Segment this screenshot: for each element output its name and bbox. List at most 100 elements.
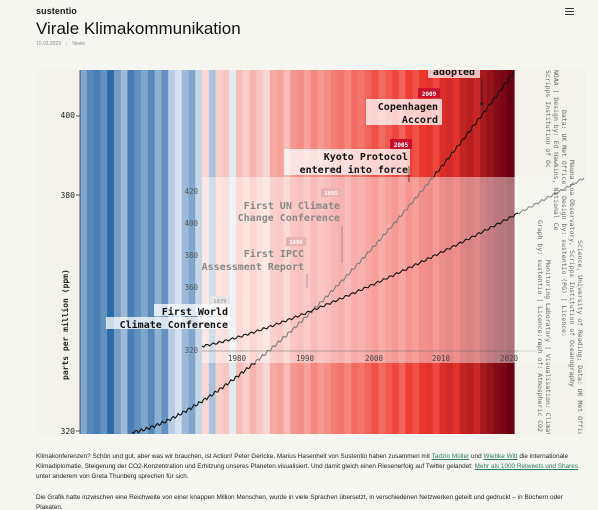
warming-stripe [249,70,257,434]
article-meta: 10.03.2023 | News [36,41,85,47]
svg-text:Accord: Accord [402,115,438,126]
svg-text:First World: First World [162,306,228,318]
inset-x-ticks: 1980 1990 2000 2010 2020 [228,354,519,363]
svg-text:2009: 2009 [422,91,437,98]
credit-line-3: NOAA | Design by: Ed Hawkins, National C… [552,70,560,231]
link-wiebke-witt[interactable]: Wiebke Witt [483,453,518,460]
warming-stripes [80,70,515,434]
warming-stripe [215,70,224,434]
warming-stripe [486,70,495,434]
warming-stripe [290,70,298,434]
warming-stripe [263,70,271,434]
svg-text:Copenhagen: Copenhagen [378,102,438,113]
article-paragraph-2: Die Grafik hatte inzwischen eine Reichwe… [36,494,563,510]
warming-stripe [378,70,386,434]
credit-line-5: Mauna Loa Observatory, Scripps Instituti… [568,160,576,387]
warming-stripe [493,70,502,434]
warming-stripe [188,70,196,434]
warming-stripe [432,70,441,434]
warming-stripe [269,70,278,434]
y-tick-380: 380 [61,191,76,200]
year-badge-2009 [418,88,440,98]
warming-stripe [107,70,115,434]
credits-panel: Scripps Institution of Oc Graph by: sust… [518,70,586,434]
warming-stripe [222,70,230,434]
credit-line-4: Data: UK Met Office | Design by: sustent… [560,110,568,337]
warming-stripe [283,70,291,434]
warming-stripe [141,70,149,434]
co2-curve-main [131,71,515,434]
warming-stripe [398,70,407,434]
inset-y-tick-320: 320 [184,346,198,355]
site-header: sustentio [0,0,598,22]
warming-stripe [100,70,108,434]
svg-text:1995: 1995 [324,191,337,197]
hamburger-menu-icon[interactable] [565,8,574,16]
y-tick-320: 320 [61,427,76,434]
warming-stripe [174,70,183,434]
article-paragraph-1: Klimakonferenzen? Schön und gut, aber wa… [36,453,578,480]
warming-stripe [229,70,237,434]
inset-x-tick-2000: 2000 [365,354,384,363]
svg-text:Kyoto Protocol: Kyoto Protocol [324,152,408,163]
credit-line-6: Science, University of Reading; Data: UK… [576,240,584,434]
warming-stripe [256,70,264,434]
warming-stripe [459,70,468,434]
credit-line-7: Monitoring Laboratory | Visualisation: C… [544,260,552,434]
annotation-copenhagen: 2009 Copenhagen Accord [366,88,442,126]
warming-stripe [303,70,312,434]
inset-x-tick-2010: 2010 [432,354,451,363]
warming-stripe [147,70,156,434]
warming-stripe [385,70,393,434]
svg-text:2005: 2005 [394,142,409,149]
warming-stripe [134,70,142,434]
warming-stripe [317,70,325,434]
warming-stripe [351,70,359,434]
svg-text:Climate Conference: Climate Conference [120,319,228,331]
credit-line-1: Scripps Institution of Oc [544,70,552,168]
y-axis-label: parts per million (ppm) [60,269,70,380]
warming-stripe [276,70,285,434]
warming-stripe [452,70,461,434]
warming-stripe [297,70,305,434]
warming-stripe [412,70,420,434]
warming-stripe [161,70,169,434]
link-tadzio-mueller[interactable]: Tadzio Müller [431,453,470,460]
svg-text:1990: 1990 [289,240,302,246]
year-badge-1995 [321,188,341,197]
warming-stripe [446,70,454,434]
warming-stripe [195,70,203,434]
year-badge-2005 [390,139,412,149]
svg-text:adopted: adopted [433,70,475,78]
climate-stripes-figure: 400 380 320 parts per million (ppm) 420 … [36,70,586,434]
warming-stripe [93,70,101,434]
annotation-first-un-conference: 1995 First UN Climate Change Conference [238,188,343,263]
warming-stripe [80,70,88,434]
main-y-ticks: 400 380 320 [61,111,80,434]
warming-stripe [344,70,352,434]
warming-stripe [391,70,400,434]
site-logo[interactable]: sustentio [36,6,77,16]
warming-stripe [324,70,332,434]
warming-stripe [405,70,413,434]
annotation-first-world-climate-conference: 1979 First World Climate Conference [106,296,230,331]
warming-stripe [181,70,190,434]
inset-x-tick-1980: 1980 [228,354,247,363]
svg-text:First UN Climate: First UN Climate [244,200,340,212]
warming-stripe [480,70,488,434]
inset-y-tick-420: 420 [184,187,198,196]
svg-text:Change Conference: Change Conference [238,213,340,224]
warming-stripe [154,70,162,434]
warming-stripe [371,70,379,434]
warming-stripe [208,70,217,434]
inset-y-tick-400: 400 [184,219,198,228]
warming-stripe [127,70,135,434]
page-title: Virale Klimakommunikation [36,19,241,38]
link-retweets[interactable]: Mehr als 1000 Retweets und Shares [474,462,578,470]
svg-text:1979: 1979 [213,299,226,305]
article-category[interactable]: News [72,41,85,47]
warming-stripe [473,70,481,434]
inset-x-tick-2020: 2020 [500,354,519,363]
year-badge-1990 [286,237,306,246]
warming-stripe [235,70,244,434]
